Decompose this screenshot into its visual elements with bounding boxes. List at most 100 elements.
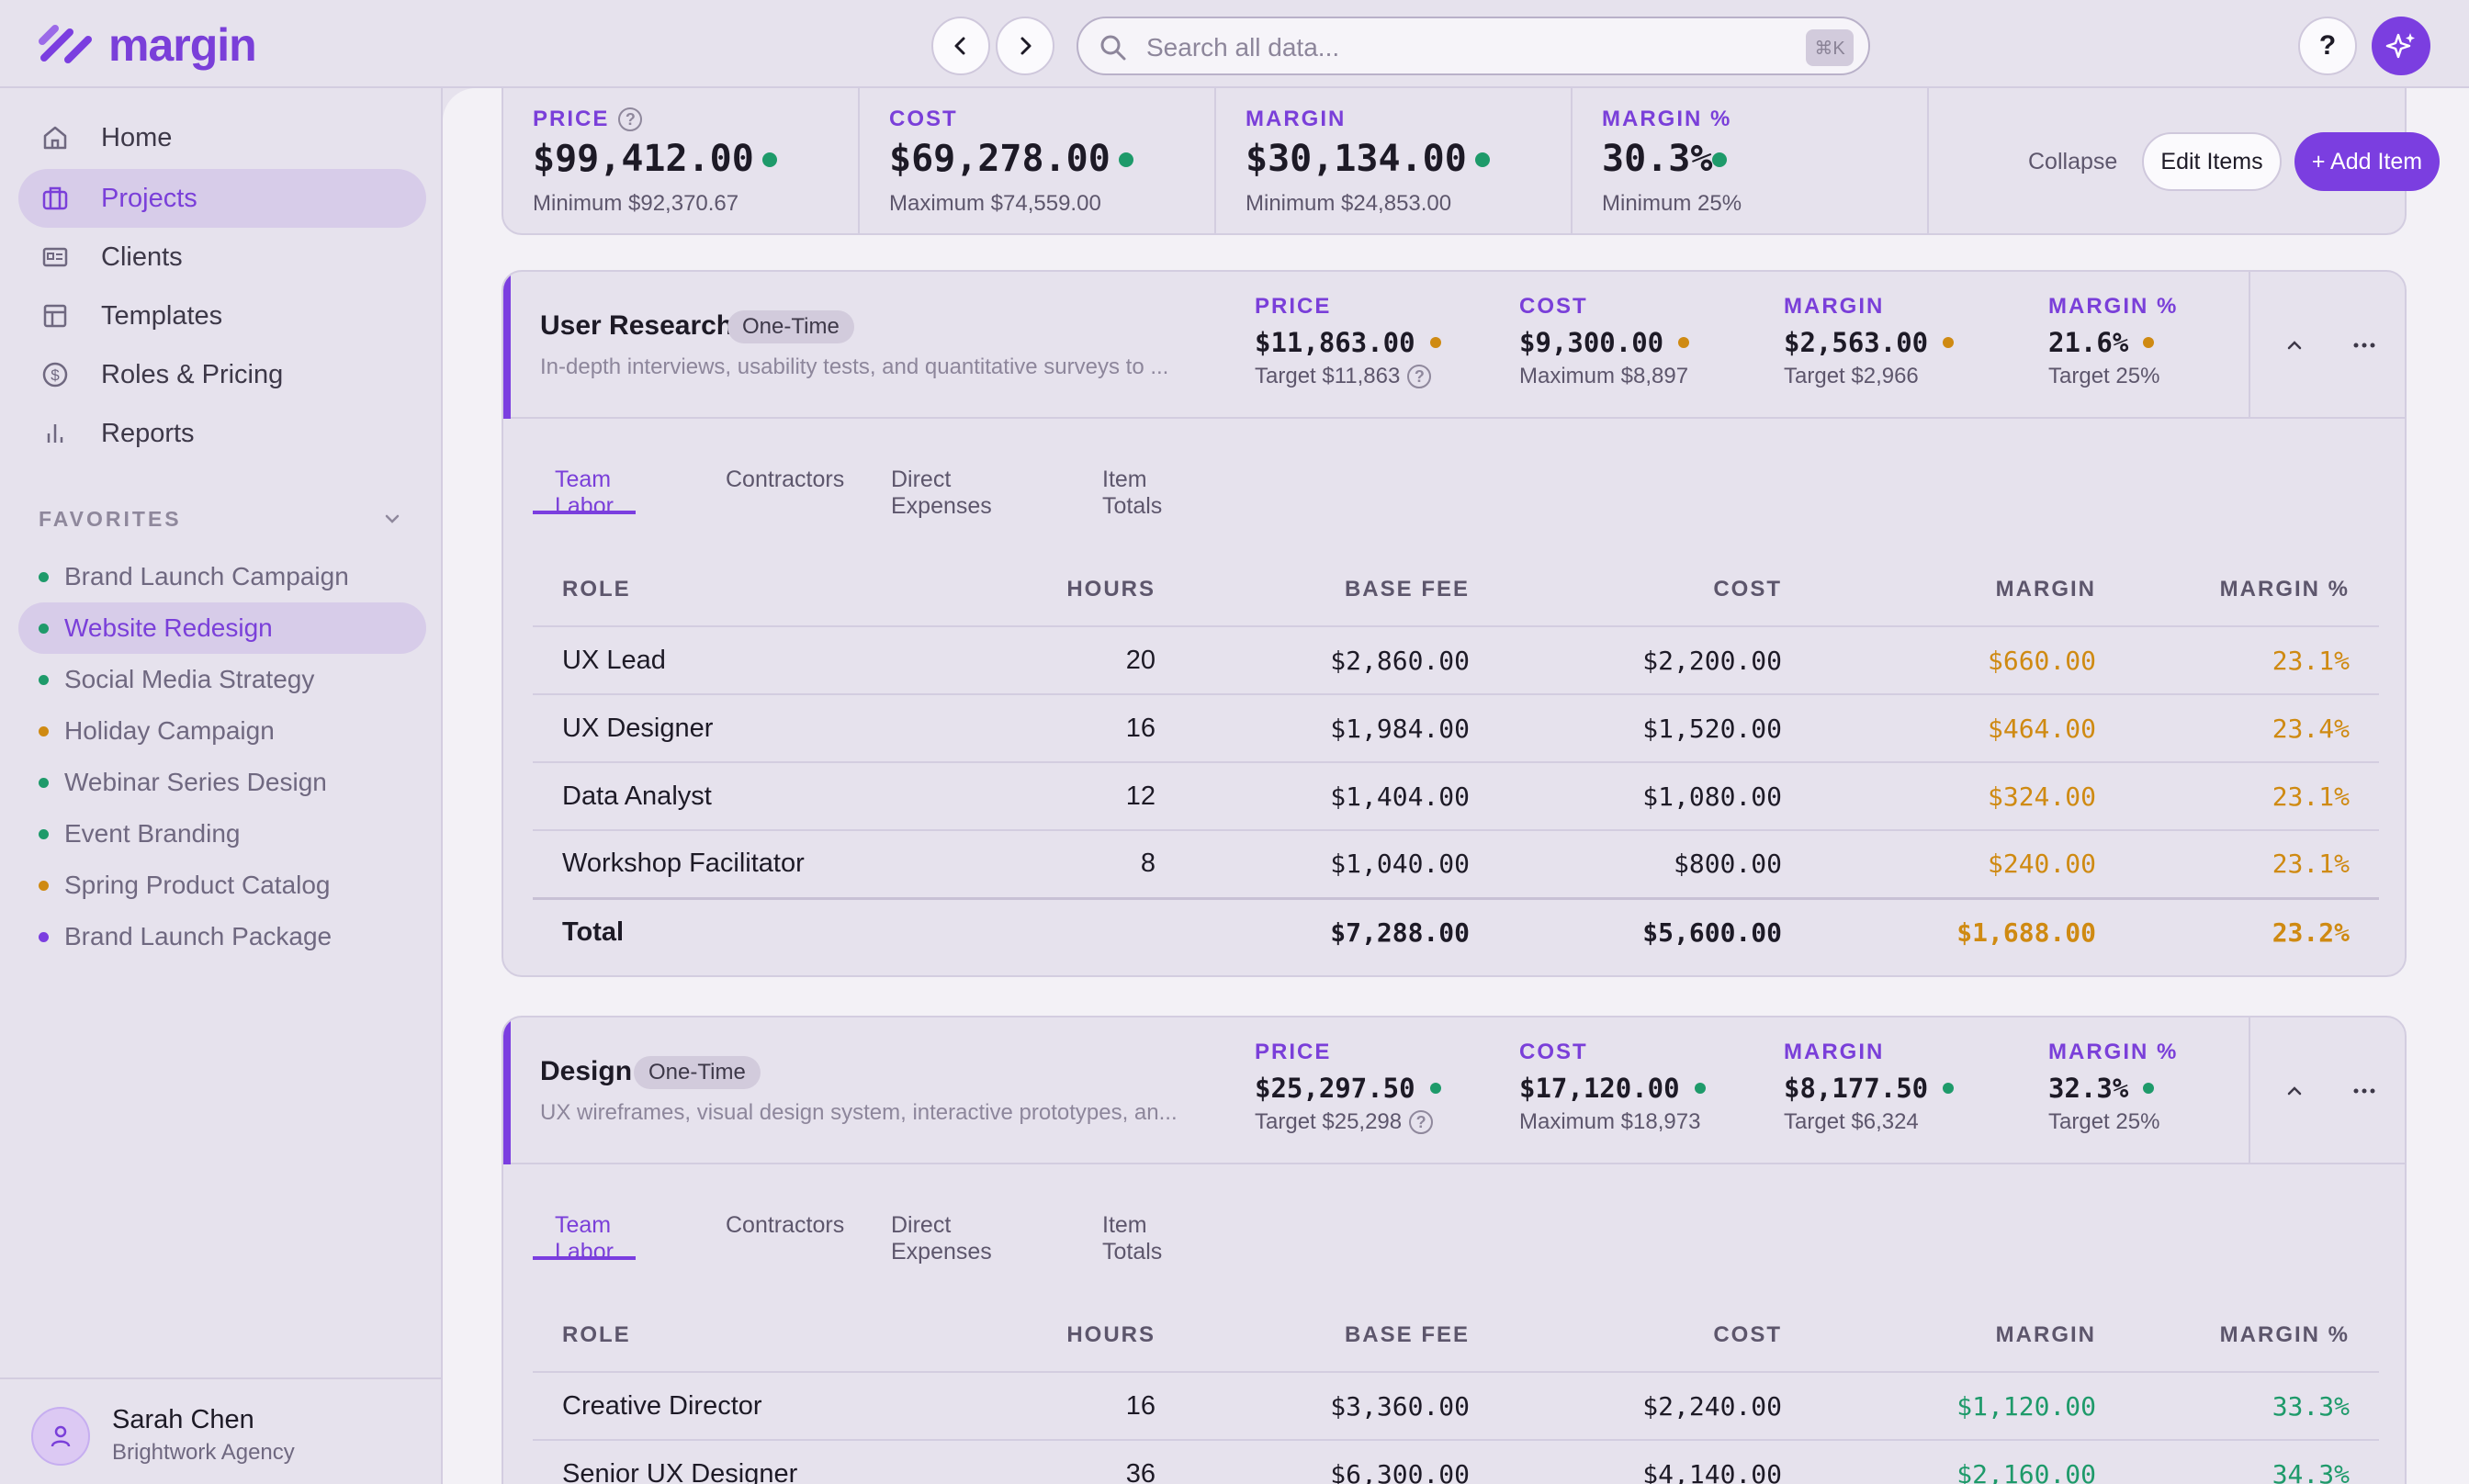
column-header[interactable]: MARGIN % — [2125, 1298, 2379, 1373]
chevron-up-icon[interactable] — [2280, 331, 2309, 360]
status-dot — [1943, 337, 1955, 348]
column-header[interactable]: ROLE — [533, 1298, 900, 1373]
column-header[interactable]: COST — [1499, 1298, 1811, 1373]
more-options-icon[interactable] — [2350, 331, 2379, 360]
hours-cell[interactable]: 16 — [900, 694, 1185, 763]
sidebar-item-templates[interactable]: Templates — [18, 287, 426, 345]
favorite-label: Social Media Strategy — [64, 665, 315, 693]
metric-subtext: Maximum $74,559.00 — [889, 191, 1101, 216]
favorite-item[interactable]: Brand Launch Campaign — [18, 551, 426, 602]
table-row[interactable]: UX Lead 20 $2,860.00 $2,200.00 $660.00 2… — [533, 626, 2379, 695]
help-icon[interactable]: ? — [618, 107, 643, 131]
favorite-label: Webinar Series Design — [64, 768, 327, 796]
table-row[interactable]: Data Analyst 12 $1,404.00 $1,080.00 $324… — [533, 762, 2379, 831]
add-item-button[interactable]: + Add Item — [2294, 132, 2440, 191]
hours-cell[interactable]: 20 — [900, 626, 1185, 695]
table-header-row: ROLE HOURS BASE FEE COST MARGIN MARGIN % — [533, 553, 2379, 627]
svg-text:$: $ — [51, 366, 60, 384]
column-header[interactable]: BASE FEE — [1185, 1298, 1499, 1373]
sidebar-item-label: Reports — [101, 418, 195, 448]
chevron-down-icon[interactable] — [380, 507, 404, 531]
tab-item-totals[interactable]: Item Totals — [1102, 1212, 1163, 1265]
chevron-up-icon[interactable] — [2280, 1076, 2309, 1106]
metric-subtext: Minimum $92,370.67 — [533, 191, 739, 216]
card-metric-margin: MARGIN $2,563.00 Target $2,966 — [1784, 294, 1955, 389]
column-header[interactable]: HOURS — [900, 553, 1185, 627]
forward-button[interactable] — [996, 17, 1054, 75]
status-dot — [39, 778, 49, 788]
metric-subtext: Target $25,298 — [1255, 1109, 1403, 1134]
search-bar[interactable]: ⌘K — [1077, 17, 1870, 75]
back-button[interactable] — [931, 17, 990, 75]
sidebar-item-roles-pricing[interactable]: $ Roles & Pricing — [18, 345, 426, 404]
column-header[interactable]: HOURS — [900, 1298, 1185, 1373]
status-dot — [39, 932, 49, 942]
table-row[interactable]: Creative Director 16 $3,360.00 $2,240.00… — [533, 1372, 2379, 1441]
column-header[interactable]: MARGIN % — [2125, 553, 2379, 627]
favorite-item[interactable]: Webinar Series Design — [18, 757, 426, 808]
metric-label: COST — [1519, 294, 1588, 319]
hours-cell[interactable]: 16 — [900, 1372, 1185, 1441]
favorite-label: Holiday Campaign — [64, 716, 275, 745]
tab-team-labor[interactable]: Team Labor — [533, 1201, 636, 1265]
table-row[interactable]: UX Designer 16 $1,984.00 $1,520.00 $464.… — [533, 694, 2379, 763]
favorite-item[interactable]: Event Branding — [18, 808, 426, 860]
column-header[interactable]: BASE FEE — [1185, 553, 1499, 627]
favorite-item[interactable]: Spring Product Catalog — [18, 860, 426, 911]
tab-direct-expenses[interactable]: Direct Expenses — [891, 1212, 992, 1265]
user-profile[interactable]: Sarah Chen Brightwork Agency — [0, 1377, 441, 1484]
status-dot — [39, 624, 49, 634]
tab-item-totals[interactable]: Item Totals — [1102, 467, 1163, 519]
column-header[interactable]: MARGIN — [1811, 553, 2125, 627]
table-row[interactable]: Senior UX Designer 36 $6,300.00 $4,140.0… — [533, 1440, 2379, 1484]
brand-logo[interactable]: margin — [37, 18, 257, 72]
collapse-button[interactable]: Collapse — [2028, 149, 2118, 174]
base-fee-cell: $1,984.00 — [1185, 694, 1499, 763]
sidebar-item-clients[interactable]: Clients — [18, 228, 426, 287]
sidebar-item-home[interactable]: Home — [18, 108, 426, 167]
summary-cost: COST $69,278.00 Maximum $74,559.00 — [860, 88, 1216, 233]
margin-cell: $1,120.00 — [1811, 1372, 2125, 1441]
base-fee-cell: $3,360.00 — [1185, 1372, 1499, 1441]
avatar — [31, 1407, 90, 1466]
status-dot — [2143, 1083, 2155, 1094]
metric-label: MARGIN % — [1602, 107, 1732, 131]
favorite-item[interactable]: Brand Launch Package — [18, 911, 426, 962]
hours-cell[interactable]: 8 — [900, 830, 1185, 899]
help-icon[interactable]: ? — [1409, 1110, 1434, 1134]
metric-subtext: Target $2,966 — [1784, 364, 1919, 388]
sidebar-item-reports[interactable]: Reports — [18, 404, 426, 463]
help-icon[interactable]: ? — [1407, 365, 1432, 388]
favorite-label: Website Redesign — [64, 613, 273, 642]
favorite-item[interactable]: Holiday Campaign — [18, 705, 426, 757]
chevron-left-icon — [954, 37, 965, 55]
role-cell: Data Analyst — [533, 762, 900, 831]
team-labor-table: ROLE HOURS BASE FEE COST MARGIN MARGIN %… — [533, 553, 2379, 966]
favorite-item[interactable]: Social Media Strategy — [18, 654, 426, 705]
column-header[interactable]: ROLE — [533, 553, 900, 627]
column-header[interactable]: MARGIN — [1811, 1298, 2125, 1373]
more-options-icon[interactable] — [2350, 1076, 2379, 1106]
card-header[interactable]: User Research One-Time In-depth intervie… — [503, 272, 2405, 419]
table-row[interactable]: Workshop Facilitator 8 $1,040.00 $800.00… — [533, 830, 2379, 899]
favorite-label: Spring Product Catalog — [64, 871, 331, 899]
edit-items-button[interactable]: Edit Items — [2142, 132, 2282, 191]
tab-direct-expenses[interactable]: Direct Expenses — [891, 467, 992, 519]
project-summary: PRICE? $99,412.00 Minimum $92,370.67 COS… — [502, 88, 2440, 235]
help-button[interactable]: ? — [2298, 17, 2357, 75]
metric-subtext: Target $6,324 — [1784, 1109, 1919, 1134]
ai-assistant-button[interactable] — [2372, 17, 2430, 75]
card-header[interactable]: Design One-Time UX wireframes, visual de… — [503, 1017, 2405, 1164]
column-header[interactable]: COST — [1499, 553, 1811, 627]
search-input[interactable] — [1146, 28, 1734, 68]
total-margin-percent: 23.2% — [2125, 896, 2379, 966]
favorite-item[interactable]: Website Redesign — [18, 602, 426, 654]
tab-team-labor[interactable]: Team Labor — [533, 455, 636, 519]
cost-cell: $1,080.00 — [1499, 762, 1811, 831]
tab-contractors[interactable]: Contractors — [726, 467, 845, 492]
sidebar-item-projects[interactable]: Projects — [18, 169, 426, 228]
hours-cell[interactable]: 36 — [900, 1440, 1185, 1484]
hours-cell[interactable]: 12 — [900, 762, 1185, 831]
sidebar-item-label: Projects — [101, 183, 197, 213]
tab-contractors[interactable]: Contractors — [726, 1212, 845, 1238]
